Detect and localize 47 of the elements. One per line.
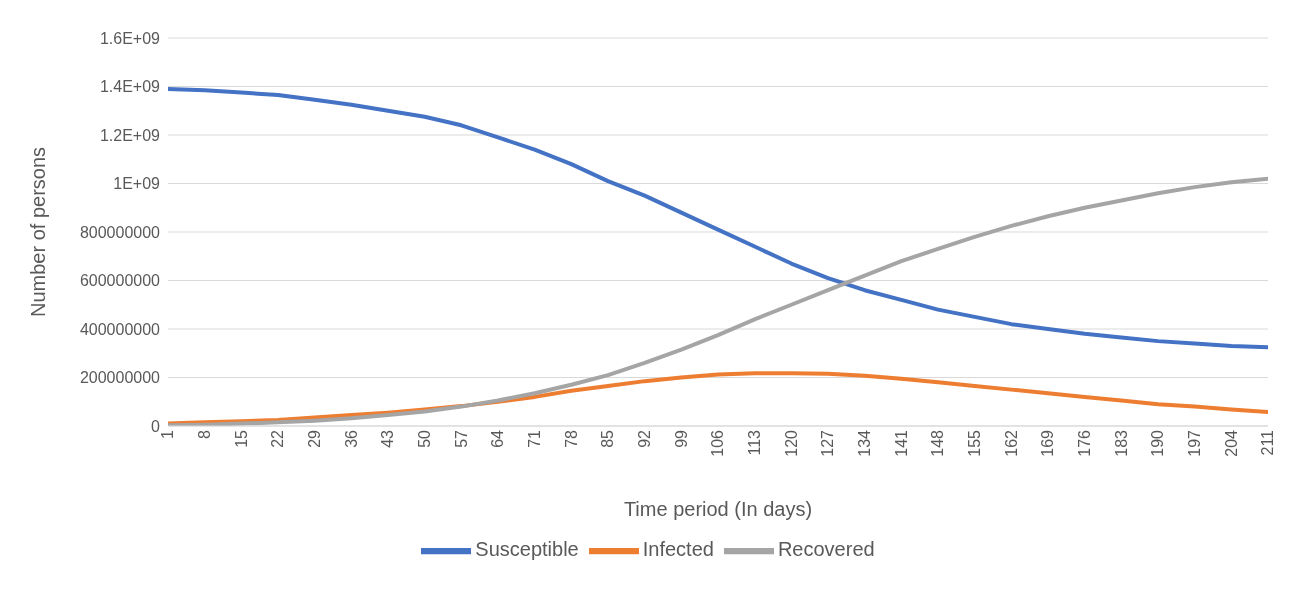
x-tick-label: 183 <box>1112 429 1130 457</box>
x-tick-label: 85 <box>599 429 617 448</box>
legend-label: Infected <box>642 538 714 561</box>
y-tick-label: 0 <box>151 417 161 435</box>
x-tick-label: 162 <box>1002 429 1020 457</box>
y-axis-title: Number of persons <box>27 146 50 318</box>
x-tick-label: 43 <box>379 429 397 448</box>
x-tick-label: 127 <box>819 429 837 457</box>
x-tick-label: 64 <box>489 429 507 448</box>
x-tick-label: 99 <box>672 429 690 448</box>
x-tick-label: 134 <box>856 429 874 457</box>
y-tick-label: 400000000 <box>79 320 161 338</box>
x-tick-label: 155 <box>966 429 984 457</box>
legend-label: Susceptible <box>475 538 579 561</box>
x-tick-label: 8 <box>196 429 214 439</box>
x-tick-label: 141 <box>892 429 910 457</box>
x-tick-label: 176 <box>1076 429 1094 457</box>
x-tick-label: 1 <box>159 429 177 439</box>
y-tick-label: 1.4E+09 <box>99 78 161 96</box>
y-tick-label: 200000000 <box>79 369 161 387</box>
x-tick-label: 113 <box>746 429 764 456</box>
x-tick-label: 50 <box>416 429 434 448</box>
x-tick-label: 15 <box>232 429 250 448</box>
x-tick-label: 190 <box>1149 429 1167 457</box>
x-axis-title: Time period (In days) <box>623 498 813 520</box>
y-tick-label: 1.6E+09 <box>99 29 161 47</box>
x-tick-label: 57 <box>452 429 470 448</box>
legend-label: Recovered <box>777 538 875 561</box>
x-tick-label: 120 <box>782 429 800 457</box>
x-tick-label: 106 <box>709 429 727 457</box>
x-tick-label: 204 <box>1222 429 1240 457</box>
line-series <box>168 86 1268 350</box>
x-tick-label: 29 <box>306 429 324 448</box>
x-tick-label: 148 <box>929 429 947 457</box>
y-tick-label: 600000000 <box>79 272 161 290</box>
x-tick-label: 71 <box>526 429 544 448</box>
x-tick-label: 36 <box>342 429 360 448</box>
x-tick-label: 78 <box>562 429 580 448</box>
x-tick-label: 92 <box>636 429 654 448</box>
x-tick-label: 211 <box>1259 429 1277 456</box>
x-tick-label: 22 <box>269 429 287 448</box>
y-tick-label: 1E+09 <box>113 175 161 193</box>
x-tick-label: 169 <box>1039 429 1057 457</box>
y-tick-label: 1.2E+09 <box>99 126 161 144</box>
y-tick-label: 800000000 <box>79 223 161 241</box>
line-series <box>168 176 1268 426</box>
x-tick-label: 197 <box>1186 429 1204 457</box>
